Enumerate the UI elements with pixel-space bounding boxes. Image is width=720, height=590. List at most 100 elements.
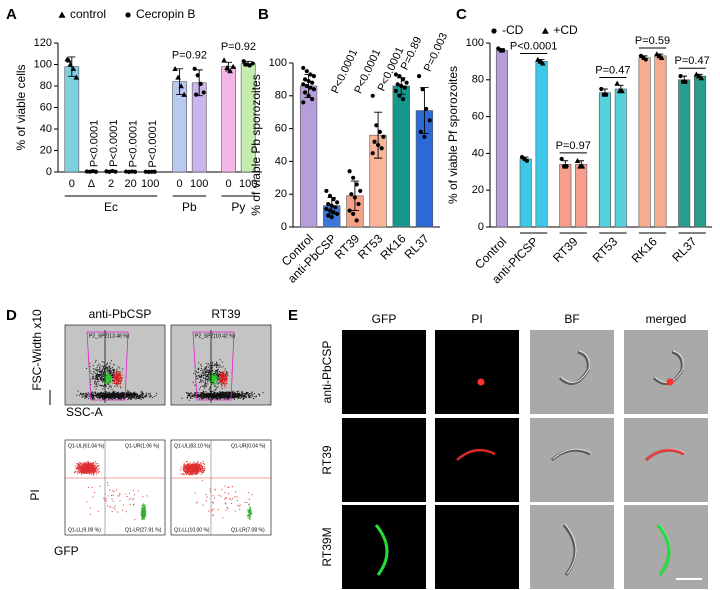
- dot: [93, 467, 95, 469]
- dot: [142, 512, 144, 514]
- dot: [205, 390, 207, 392]
- dot: [89, 513, 91, 515]
- dot: [220, 396, 222, 398]
- y-tick-label: 0: [478, 221, 484, 233]
- dot: [107, 393, 109, 395]
- dot: [211, 398, 213, 400]
- dot: [214, 370, 216, 372]
- dot: [142, 513, 144, 515]
- dot: [89, 466, 91, 468]
- dot: [109, 395, 111, 397]
- dot: [202, 376, 204, 378]
- dot: [220, 395, 222, 397]
- dot: [86, 394, 88, 396]
- dot: [148, 396, 150, 398]
- dot: [134, 397, 136, 399]
- dot: [115, 396, 117, 398]
- dot: [121, 377, 123, 379]
- triangle-marker: [178, 83, 184, 89]
- dot: [89, 468, 91, 470]
- dot: [226, 391, 228, 393]
- dot: [75, 465, 77, 467]
- dot: [197, 394, 199, 396]
- dot: [210, 365, 212, 367]
- dot: [107, 367, 109, 369]
- dot: [224, 394, 226, 396]
- dot: [94, 377, 96, 379]
- dot: [113, 394, 115, 396]
- dot: [186, 470, 188, 472]
- dot: [87, 471, 89, 473]
- dot: [190, 464, 192, 466]
- dot: [90, 467, 92, 469]
- dot: [207, 381, 209, 383]
- dot: [78, 469, 80, 471]
- dot: [249, 393, 251, 395]
- dot: [150, 395, 152, 397]
- dot: [228, 397, 230, 399]
- dot: [205, 378, 207, 380]
- dot: [87, 460, 89, 462]
- dot: [98, 369, 100, 371]
- dot: [222, 392, 224, 394]
- dot: [109, 377, 111, 379]
- dot: [188, 465, 190, 467]
- dot: [189, 474, 191, 476]
- y-tick-label: 100: [466, 37, 484, 49]
- dot: [191, 397, 193, 399]
- dot: [110, 506, 112, 508]
- dot: [211, 382, 213, 384]
- dot: [218, 374, 220, 376]
- dot: [183, 466, 185, 468]
- dot: [231, 395, 233, 397]
- dot: [194, 465, 196, 467]
- dot: [117, 379, 119, 381]
- dot: [87, 463, 89, 465]
- dot: [214, 372, 216, 374]
- dot: [145, 511, 147, 513]
- dot: [197, 460, 199, 462]
- dot: [218, 394, 220, 396]
- dot: [103, 367, 105, 369]
- dot: [209, 399, 211, 401]
- dot: [144, 504, 146, 506]
- dot: [189, 470, 191, 472]
- dot: [103, 499, 105, 501]
- dot: [225, 391, 227, 393]
- dot: [208, 393, 210, 395]
- dot: [153, 395, 155, 397]
- dot: [204, 394, 206, 396]
- dot: [215, 375, 217, 377]
- dot: [191, 471, 193, 473]
- dot: [181, 397, 183, 399]
- dot: [91, 391, 93, 393]
- dot: [202, 381, 204, 383]
- dot: [118, 380, 120, 382]
- gate: [86, 331, 129, 401]
- dot: [109, 383, 111, 385]
- bar: [519, 158, 532, 228]
- dot: [190, 465, 192, 467]
- dot: [113, 394, 115, 396]
- triangle-marker: [73, 74, 80, 80]
- dot: [259, 395, 261, 397]
- dot: [106, 395, 108, 397]
- legend-label: control: [70, 7, 106, 21]
- y-tick-label: 40: [472, 147, 484, 159]
- dot: [97, 364, 99, 366]
- dot: [223, 397, 225, 399]
- dot: [110, 374, 112, 376]
- dot: [91, 472, 93, 474]
- dot: [105, 380, 107, 382]
- dot: [98, 393, 100, 395]
- dot: [220, 374, 222, 376]
- dot: [197, 473, 199, 475]
- dot: [130, 396, 132, 398]
- dot: [110, 379, 112, 381]
- dot: [200, 467, 202, 469]
- dot: [119, 374, 121, 376]
- dot: [225, 393, 227, 395]
- dot: [223, 370, 225, 372]
- dot: [95, 461, 97, 463]
- dot: [108, 379, 110, 381]
